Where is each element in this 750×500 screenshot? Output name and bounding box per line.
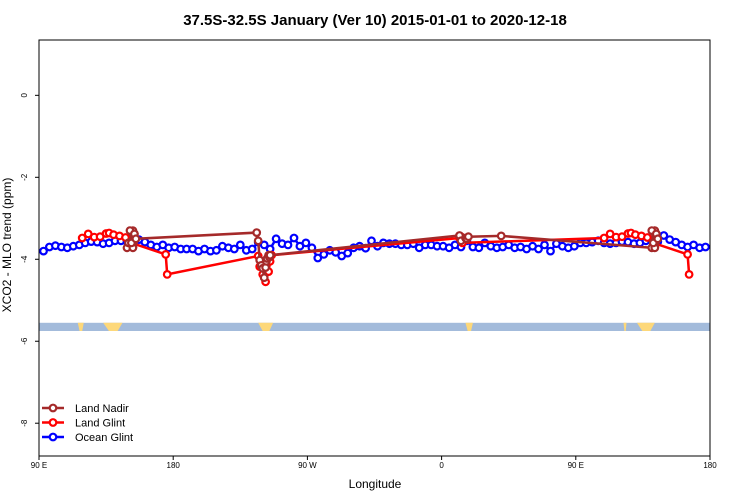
land-mass — [465, 322, 473, 331]
series-land-nadir — [122, 226, 663, 283]
legend-swatch-marker — [48, 432, 58, 442]
series-layer — [39, 226, 710, 287]
data-point — [643, 233, 652, 242]
legend-label: Land Nadir — [75, 403, 129, 415]
y-tick-label: -6 — [20, 337, 29, 345]
data-point — [546, 246, 555, 256]
x-tick-label: 0 — [439, 461, 444, 470]
data-point — [684, 270, 694, 279]
data-point — [77, 233, 87, 243]
data-point — [599, 233, 609, 243]
data-point — [131, 234, 141, 244]
y-axis: 0 -2 -4 -6 -8 — [20, 93, 39, 427]
data-point — [211, 245, 221, 255]
data-point — [367, 236, 376, 246]
y-tick-label: -2 — [20, 173, 29, 181]
data-point — [252, 228, 262, 238]
data-point — [496, 231, 506, 241]
chart-title: 37.5S-32.5S January (Ver 10) 2015-01-01 … — [183, 12, 567, 29]
land-mass — [258, 322, 274, 331]
y-tick-label: -8 — [20, 419, 29, 427]
data-point — [683, 249, 692, 259]
data-point — [474, 243, 484, 253]
data-point — [701, 242, 710, 252]
legend-item-ocean-glint: Ocean Glint — [42, 432, 133, 444]
data-point — [313, 253, 323, 263]
land-mass — [77, 322, 84, 331]
data-point — [301, 238, 311, 248]
data-point — [39, 246, 48, 256]
x-tick-label: 180 — [167, 461, 181, 470]
data-point — [540, 240, 549, 250]
legend-item-land-nadir: Land Nadir — [42, 403, 129, 415]
data-point — [161, 249, 171, 259]
y-tick-label: -4 — [20, 255, 29, 263]
map-strip — [39, 322, 710, 331]
data-point — [271, 234, 281, 244]
data-point — [283, 240, 293, 250]
x-tick-label: 90 E — [568, 461, 584, 470]
y-tick-label: 0 — [20, 93, 29, 98]
data-point — [247, 244, 257, 254]
data-point — [265, 250, 275, 260]
land-mass — [636, 322, 655, 331]
land-mass — [103, 322, 123, 331]
data-point — [162, 270, 172, 279]
plot-frame — [38, 39, 711, 457]
land-mass — [623, 322, 627, 331]
x-axis: 90 E 180 90 W 0 90 E 180 — [31, 456, 717, 470]
legend-swatch-marker — [48, 403, 58, 413]
legend-label: Ocean Glint — [75, 432, 133, 444]
data-point — [235, 240, 245, 250]
data-point — [229, 244, 239, 254]
legend-label: Land Glint — [75, 418, 125, 430]
data-point — [534, 244, 543, 254]
x-tick-label: 90 E — [31, 461, 47, 470]
legend-item-land-glint: Land Glint — [42, 418, 125, 430]
x-tick-label: 180 — [703, 461, 717, 470]
data-point — [259, 273, 269, 283]
data-point — [259, 240, 269, 250]
y-axis-label: XCO2 - MLO trend (ppm) — [0, 178, 14, 313]
data-point — [653, 234, 663, 244]
x-axis-label: Longitude — [349, 477, 402, 491]
data-point — [343, 248, 353, 258]
legend-swatch-marker — [48, 418, 58, 427]
ocean-band — [39, 322, 710, 331]
x-tick-label: 90 W — [298, 461, 317, 470]
legend: Land Nadir Land Glint Ocean Glint — [42, 403, 133, 444]
data-point — [464, 232, 473, 242]
data-point — [253, 236, 263, 246]
data-point — [289, 233, 299, 243]
